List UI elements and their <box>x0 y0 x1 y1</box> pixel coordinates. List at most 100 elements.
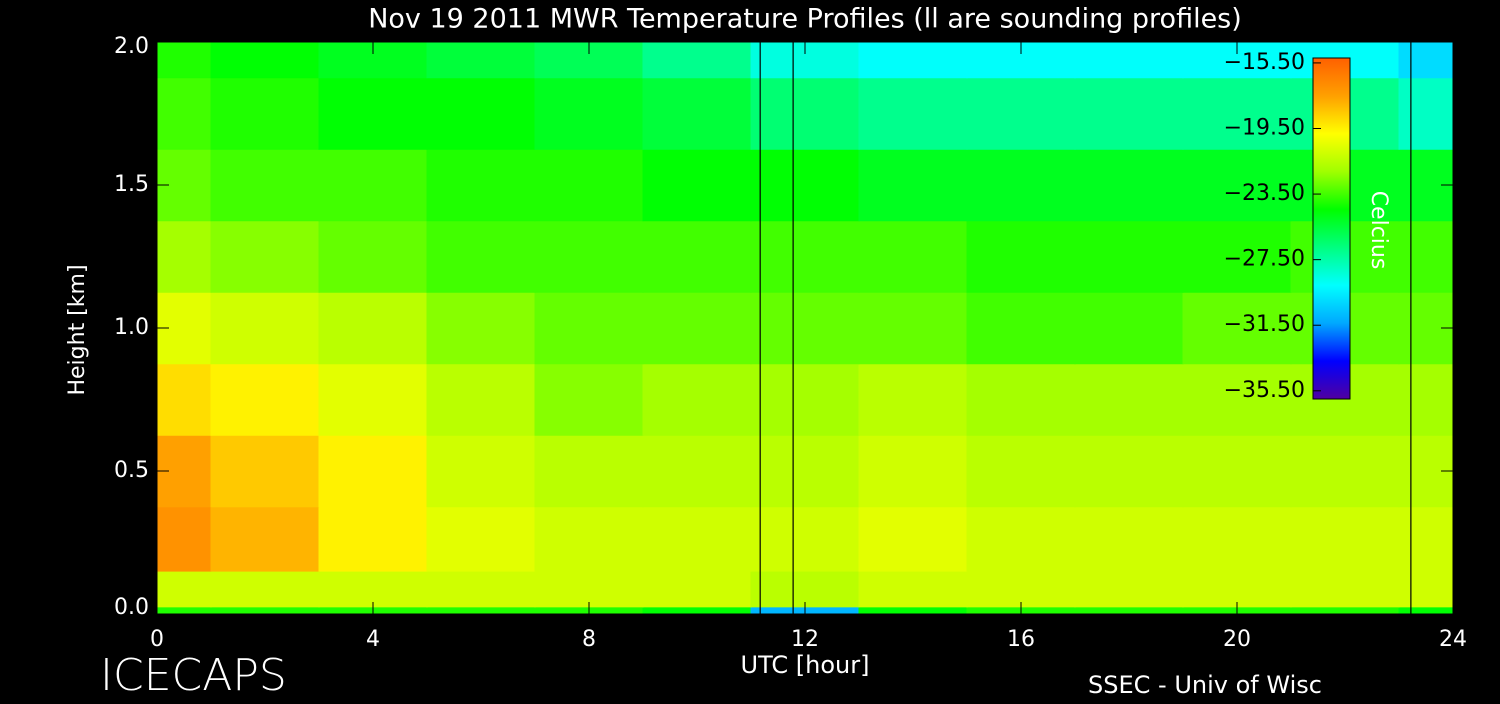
x-tick-label: 16 <box>1007 627 1035 652</box>
heat-cell <box>642 434 752 508</box>
heat-cell <box>534 291 644 365</box>
heat-cell <box>318 363 428 436</box>
heat-cell <box>1074 148 1184 222</box>
y-axis-label: Height [km] <box>65 264 90 395</box>
heat-cell <box>426 506 536 572</box>
heat-cell <box>642 220 752 293</box>
heat-cell <box>1182 291 1292 365</box>
y-tick-label: 2.0 <box>114 34 149 59</box>
heat-cell <box>318 148 428 222</box>
heat-cell <box>1182 570 1292 608</box>
heat-cell <box>534 570 644 608</box>
heat-cell <box>1182 363 1292 436</box>
heat-cell <box>534 77 644 150</box>
heat-cell <box>642 606 752 614</box>
heat-cell <box>1290 570 1400 608</box>
y-tick-label: 1.0 <box>114 315 149 340</box>
heat-cell <box>1182 42 1292 79</box>
y-tick-label: 0.5 <box>114 458 149 483</box>
heat-cell <box>210 606 320 614</box>
x-tick-label: 8 <box>582 627 596 652</box>
heat-cell <box>1074 506 1184 572</box>
heat-cell <box>210 363 320 436</box>
heat-cell <box>1074 570 1184 608</box>
heat-cell <box>426 434 536 508</box>
heat-cell <box>534 434 644 508</box>
x-axis-label: UTC [hour] <box>741 651 870 679</box>
colorbar-tick-label: −15.50 <box>1224 50 1305 75</box>
heat-cell <box>1290 606 1400 614</box>
heat-cell <box>750 148 860 222</box>
footer-right: SSEC - Univ of Wisc <box>1088 671 1322 699</box>
heat-cell <box>642 77 752 150</box>
heat-cell <box>157 220 212 293</box>
heat-cell <box>750 77 860 150</box>
heat-cell <box>1398 606 1453 614</box>
heat-cell <box>1074 606 1184 614</box>
heat-cell <box>534 148 644 222</box>
heat-cell <box>1074 77 1184 150</box>
heat-cell <box>750 506 860 572</box>
heat-cell <box>966 506 1076 572</box>
heat-cell <box>966 77 1076 150</box>
footer-left: ICECAPS <box>100 650 287 700</box>
colorbar-tick-label: −35.50 <box>1224 378 1305 403</box>
colorbar-tick-label: −27.50 <box>1224 247 1305 272</box>
heat-cell <box>210 77 320 150</box>
heat-cell <box>157 77 212 150</box>
heat-cell <box>966 220 1076 293</box>
heat-cell <box>750 42 860 79</box>
heat-cell <box>210 220 320 293</box>
heat-cell <box>426 42 536 79</box>
heat-cell <box>858 220 968 293</box>
heat-cell <box>1290 434 1400 508</box>
heat-cell <box>534 506 644 572</box>
heat-cell <box>750 363 860 436</box>
heat-cell <box>1074 434 1184 508</box>
heat-cell <box>858 506 968 572</box>
heat-cell <box>426 570 536 608</box>
heat-cell <box>642 291 752 365</box>
heat-cell <box>157 506 212 572</box>
heat-cell <box>966 570 1076 608</box>
heat-cell <box>858 291 968 365</box>
heat-cell <box>318 220 428 293</box>
heat-cell <box>858 42 968 79</box>
heat-cell <box>1074 42 1184 79</box>
heat-cell <box>426 220 536 293</box>
heat-cell <box>966 363 1076 436</box>
heat-cell <box>318 77 428 150</box>
heat-cell <box>858 570 968 608</box>
heat-cell <box>1398 506 1453 572</box>
heat-cell <box>426 291 536 365</box>
heat-cell <box>210 148 320 222</box>
heat-cell <box>210 570 320 608</box>
heat-cell <box>642 42 752 79</box>
heat-cell <box>750 291 860 365</box>
colorbar-tick-label: −23.50 <box>1224 181 1305 206</box>
heat-cell <box>642 363 752 436</box>
heat-cell <box>1398 220 1453 293</box>
heat-cell <box>534 363 644 436</box>
heat-cell <box>966 291 1076 365</box>
heat-cell <box>1398 42 1453 79</box>
heat-cell <box>426 77 536 150</box>
heat-cell <box>750 434 860 508</box>
x-tick-label: 24 <box>1439 627 1467 652</box>
heat-cell <box>210 291 320 365</box>
heat-cell <box>1074 220 1184 293</box>
heat-cell <box>966 148 1076 222</box>
heat-cell <box>1182 506 1292 572</box>
heat-cell <box>210 434 320 508</box>
heat-cell <box>642 148 752 222</box>
heat-cell <box>318 570 428 608</box>
heat-cell <box>858 148 968 222</box>
heat-cell <box>858 77 968 150</box>
heatmap <box>157 42 1453 614</box>
heat-cell <box>642 570 752 608</box>
heat-cell <box>157 570 212 608</box>
heat-cell <box>426 363 536 436</box>
heat-cell <box>157 363 212 436</box>
heat-cell <box>534 220 644 293</box>
